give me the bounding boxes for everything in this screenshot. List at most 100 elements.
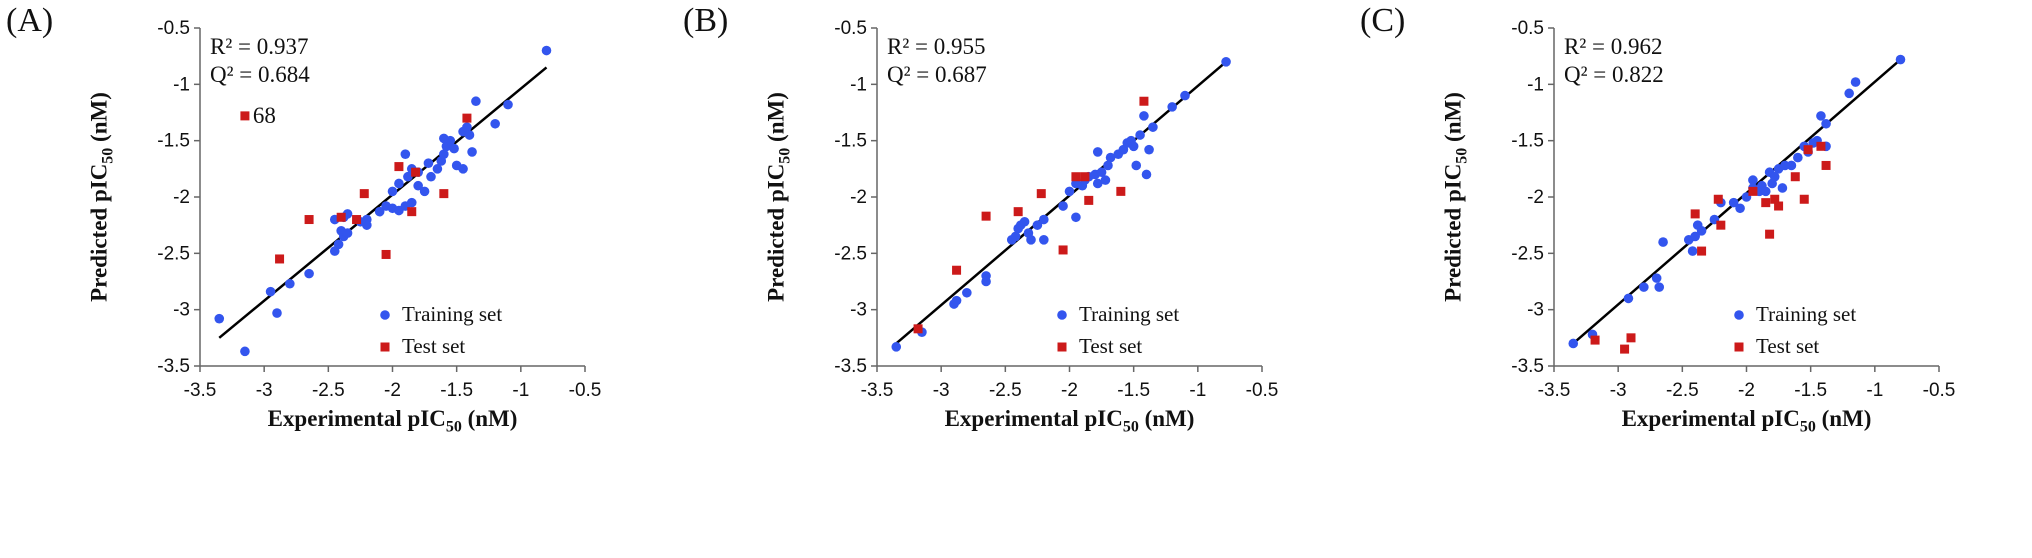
training-point: [394, 178, 404, 189]
test-point: [1590, 335, 1600, 345]
training-point: [342, 228, 353, 238]
x-axis-title-text: Experimental pIC: [944, 406, 1123, 431]
scatter-plot: -3.5 -3 -2.5 -2 -1.5 -1 -0.5 -3.5 -3 -2.5 -2 -1.5 -1…: [834, 18, 1278, 401]
test-point: [1774, 201, 1784, 211]
test-point: [1803, 145, 1813, 155]
training-point: [1816, 111, 1826, 121]
training-point: [1148, 122, 1158, 132]
y-axis-title-subscript: 50: [99, 147, 117, 164]
training-point: [1844, 88, 1854, 99]
training-point: [1658, 237, 1668, 247]
y-tick-label: -3.5: [1511, 356, 1544, 377]
training-point: [1135, 130, 1145, 140]
training-point: [1821, 118, 1831, 129]
y-tick-label: -3.5: [834, 356, 867, 377]
test-point: [1790, 172, 1800, 182]
x-axis-title: Experimental pIC50 (nM): [945, 406, 1195, 437]
y-tick-label: -3: [850, 300, 867, 321]
training-point: [541, 45, 552, 56]
panel-b: -3.5 -3 -2.5 -2 -1.5 -1 -0.5 -3.5 -3 -2.5 -2 -1.5 -1…: [677, 0, 1354, 558]
training-point: [1032, 220, 1043, 230]
y-tick-label: -2: [850, 187, 867, 208]
y-tick-label: -1: [173, 74, 190, 95]
y-axis-title: Predicted pIC50 (nM): [764, 92, 795, 302]
x-tick-label: -0.5: [1923, 380, 1956, 401]
x-tick-label: -3: [1610, 380, 1627, 401]
y-tick-label: -1: [1527, 74, 1544, 95]
training-point: [467, 147, 477, 157]
training-point: [439, 149, 449, 159]
q-squared-label: Q² = 0.687: [887, 62, 987, 87]
training-point: [891, 342, 902, 352]
q-squared-label: Q² = 0.684: [210, 62, 310, 87]
test-point: [1071, 172, 1081, 182]
y-axis-title-text: Predicted pIC: [763, 163, 789, 302]
training-point: [1690, 231, 1700, 242]
scatter-plot: -3.5 -3 -2.5 -2 -1.5 -1 -0.5 -3.5 -3 -2.5 -2 -1.5 -1…: [157, 18, 602, 401]
training-point: [1748, 175, 1758, 185]
r-squared-label: R² = 0.937: [210, 34, 309, 59]
x-tick-label: -2.5: [312, 380, 345, 401]
y-tick-label: -0.5: [1511, 18, 1544, 39]
test-point: [1761, 198, 1771, 208]
x-axis-title-text: (nM): [1138, 406, 1195, 431]
training-point: [1141, 169, 1152, 180]
x-axis-title: Experimental pIC50 (nM): [1622, 406, 1872, 437]
training-point: [1019, 216, 1030, 227]
training-point: [265, 286, 276, 297]
legend-test-marker: [1734, 342, 1744, 352]
y-axis-title-subscript: 50: [776, 147, 794, 164]
y-tick-label: -0.5: [834, 18, 867, 39]
test-point: [407, 207, 417, 217]
training-point: [951, 295, 962, 306]
training-point: [462, 122, 472, 132]
training-point: [1786, 160, 1797, 171]
training-point: [1167, 102, 1177, 112]
training-point: [1769, 171, 1780, 182]
y-axis-title-subscript: 50: [1453, 147, 1471, 164]
test-point: [411, 167, 421, 177]
x-tick-label: -3: [933, 380, 950, 401]
test-point: [1080, 172, 1090, 182]
test-point: [1058, 245, 1068, 255]
x-axis-title-text: (nM): [461, 406, 518, 431]
test-point: [352, 215, 362, 225]
x-tick-label: -1.5: [1794, 380, 1827, 401]
legend-test-label: Test set: [402, 334, 466, 358]
training-point: [490, 118, 500, 129]
test-point: [1748, 186, 1758, 196]
panel-label: (B): [683, 2, 729, 39]
training-point: [1039, 214, 1049, 225]
training-point: [1144, 144, 1154, 155]
training-point: [333, 239, 344, 250]
y-tick-label: -2.5: [1511, 243, 1544, 264]
training-point: [400, 149, 411, 159]
y-tick-label: -0.5: [157, 18, 190, 39]
y-axis-title-text: Predicted pIC: [1440, 163, 1466, 302]
training-point: [1039, 235, 1049, 245]
training-point: [423, 158, 434, 168]
test-point: [394, 162, 404, 172]
panel-c: -3.5 -3 -2.5 -2 -1.5 -1 -0.5 -3.5 -3 -2.5 -2 -1.5 -1…: [1354, 0, 2031, 558]
x-axis-title-subscript: 50: [1799, 418, 1816, 436]
r-squared-label: R² = 0.955: [887, 34, 986, 59]
test-point: [1013, 207, 1023, 217]
legend-training-label: Training set: [1079, 302, 1180, 326]
x-tick-label: -1.5: [440, 380, 473, 401]
x-tick-label: -3.5: [184, 380, 217, 401]
training-point: [981, 271, 991, 281]
test-point: [1765, 229, 1775, 239]
test-point: [1713, 194, 1723, 204]
r-squared-label: R² = 0.962: [1564, 34, 1663, 59]
training-point: [304, 268, 314, 279]
training-point: [471, 96, 481, 107]
y-tick-label: -1.5: [1511, 131, 1544, 152]
x-tick-label: -0.5: [569, 380, 602, 401]
training-point: [1103, 160, 1113, 171]
training-point: [503, 99, 513, 110]
training-point: [272, 308, 282, 318]
x-tick-label: -2: [1061, 380, 1078, 401]
test-point: [1816, 141, 1826, 151]
test-point: [336, 212, 346, 222]
test-point: [1799, 194, 1809, 204]
